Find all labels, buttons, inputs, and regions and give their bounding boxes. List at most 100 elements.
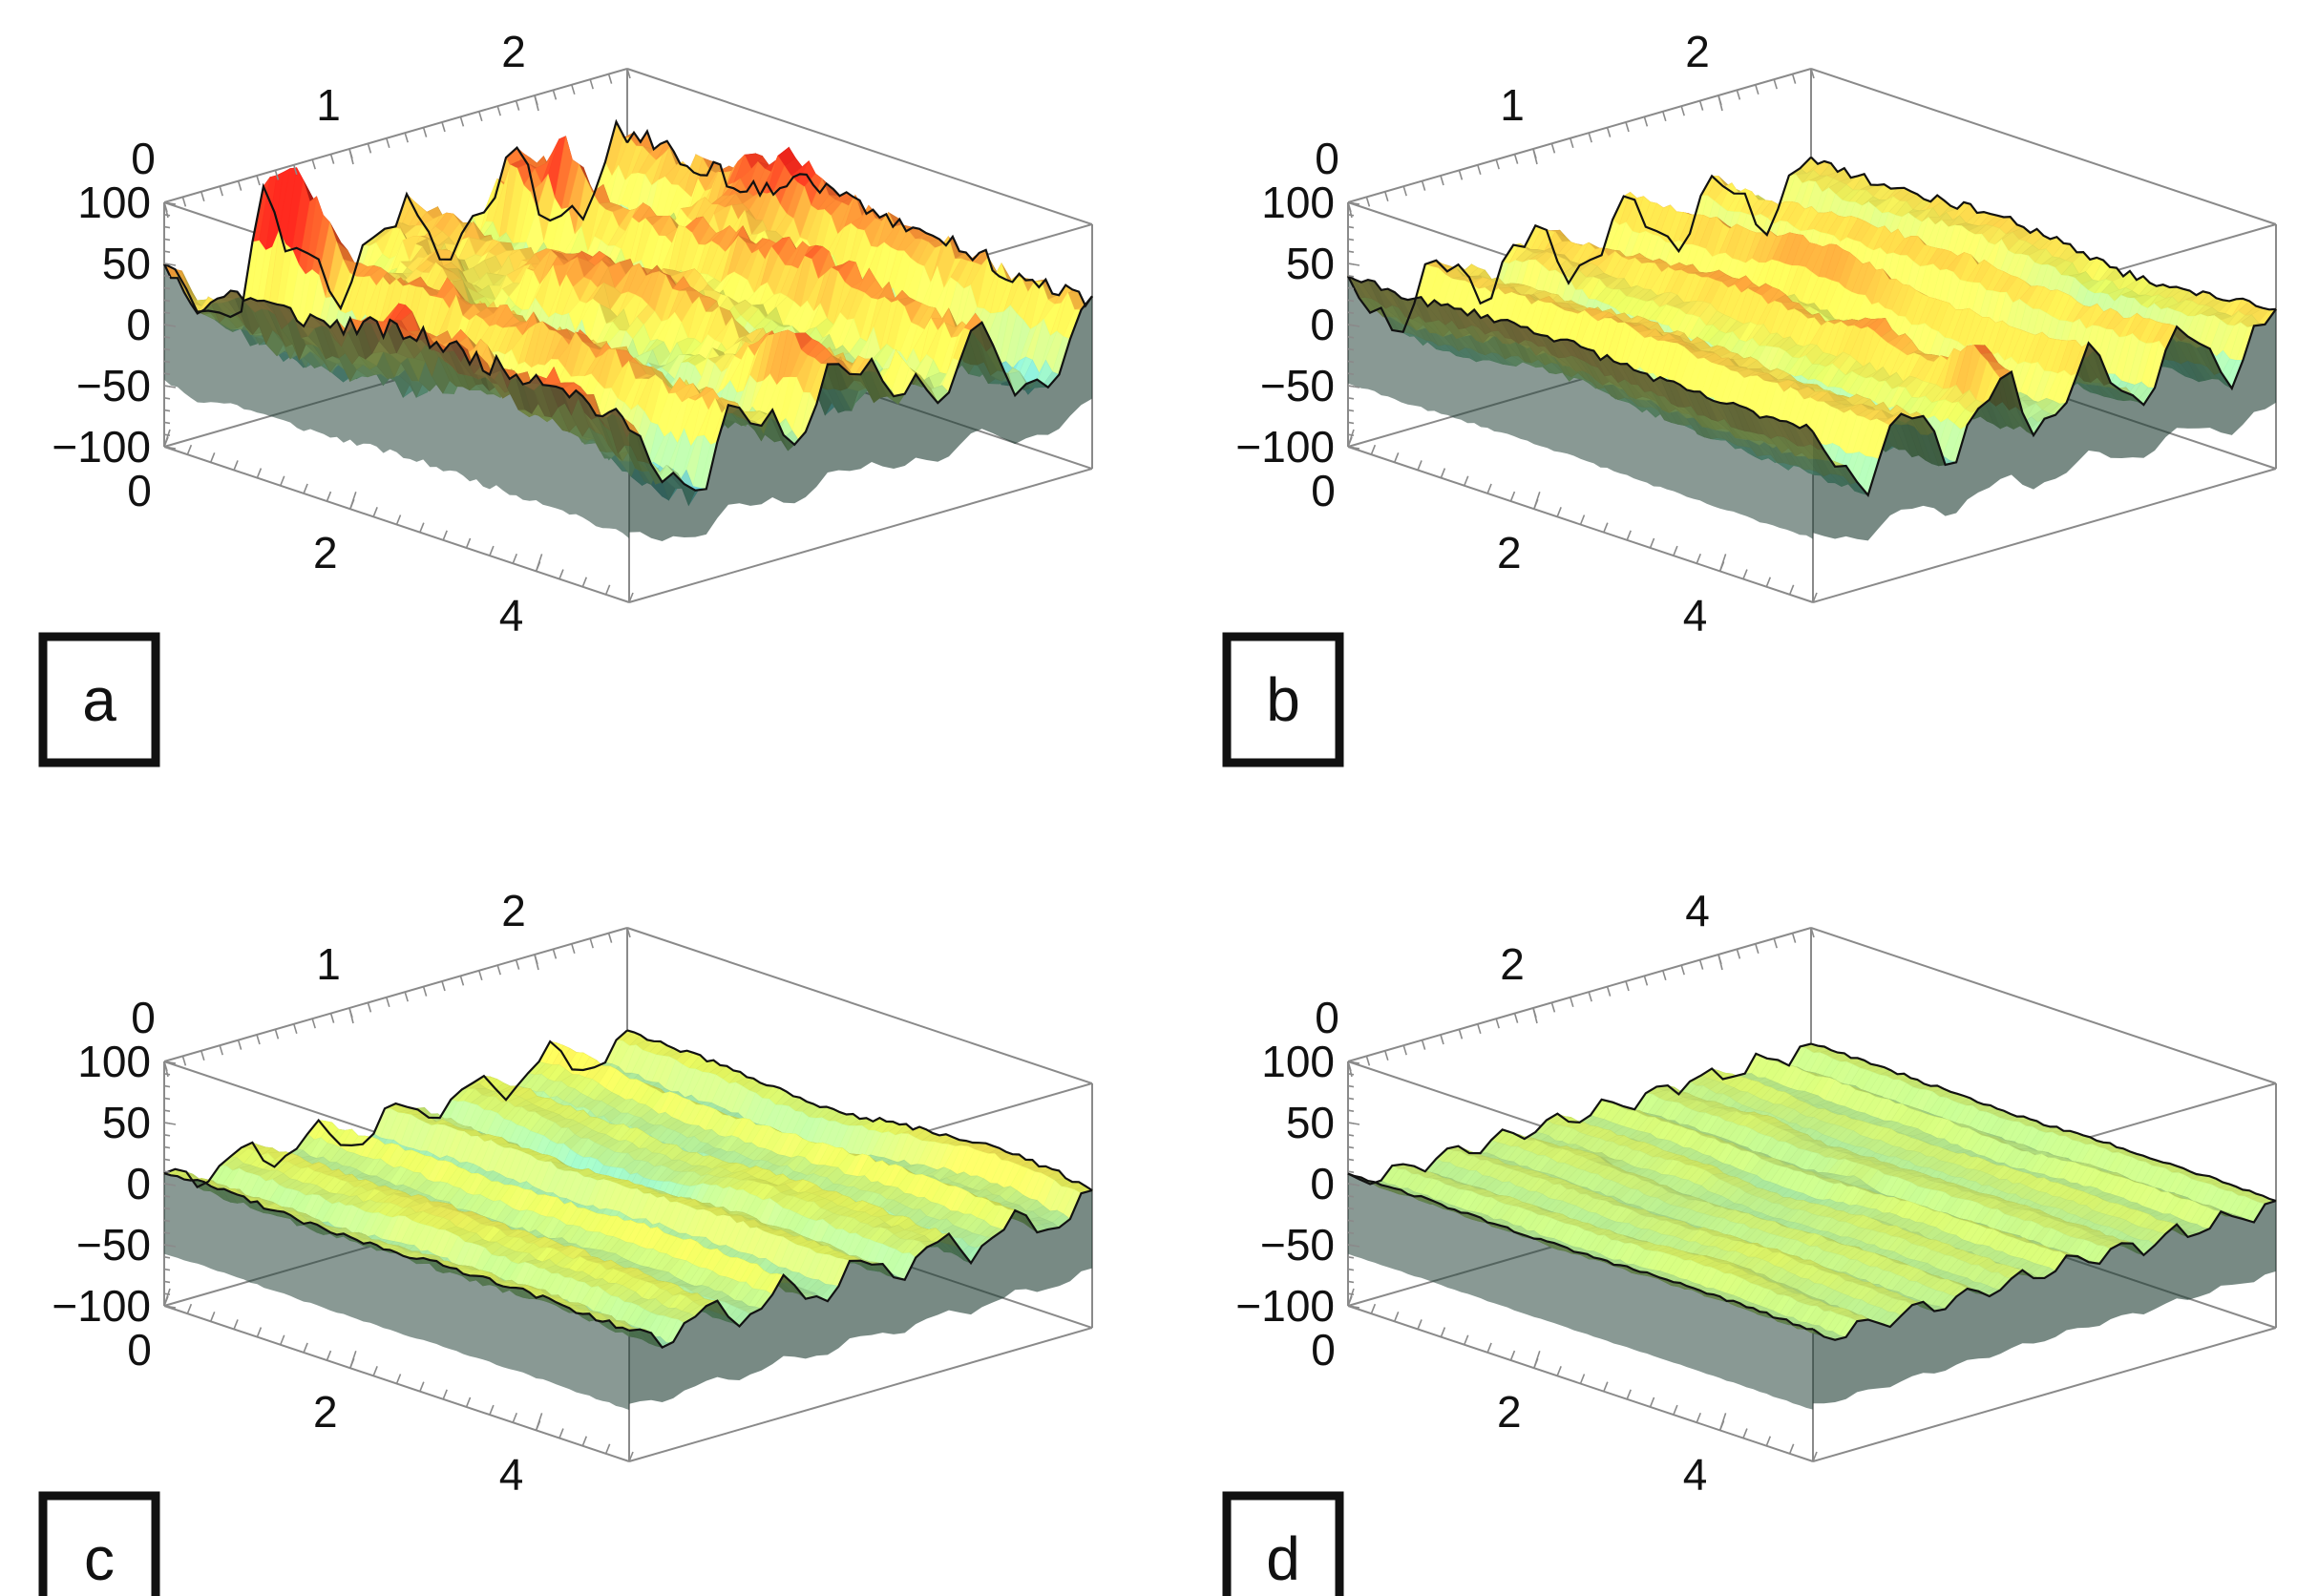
x-tick-label: 4: [1683, 1449, 1708, 1499]
x-tick-label: 0: [127, 466, 152, 515]
surface-edge-left: [1347, 1042, 1812, 1186]
x-tick-label: 0: [1311, 1325, 1336, 1375]
y-tick-label: 2: [501, 886, 526, 935]
panel-label-box: [38, 1491, 160, 1596]
y-tick-label: 2: [501, 27, 526, 76]
z-tick-label: 100: [77, 1037, 151, 1086]
box-edge-top-back: [1347, 68, 1812, 203]
surface-edge-front: [163, 263, 630, 430]
z-tick-label: 50: [1286, 1098, 1335, 1147]
panel-label: c: [84, 1524, 115, 1593]
panel-label-box: [38, 632, 160, 767]
surface-skirt-right: [629, 1190, 1092, 1404]
z-tick-label: −100: [1235, 1281, 1335, 1331]
surface-edge-right: [1812, 308, 2277, 497]
surface-skirt-right: [629, 296, 1092, 541]
z-tick-label: −50: [1260, 361, 1335, 410]
y-tick-label: 2: [1685, 27, 1710, 76]
x-tick-label: 4: [499, 590, 524, 640]
surface-edge-back: [626, 129, 1093, 308]
surface-edge-right: [628, 295, 1093, 492]
y-tick-label: 0: [131, 993, 156, 1042]
x-tick-label: 2: [1497, 528, 1522, 578]
surface-edge-back: [1810, 1042, 2277, 1203]
panel-label-box: [1222, 1491, 1344, 1596]
surface-edge-left: [1347, 156, 1812, 334]
y-tick-label: 4: [1685, 886, 1710, 935]
surface: [163, 1029, 1093, 1411]
surface-edge-front: [1347, 1172, 1814, 1331]
x-tick-label: 2: [313, 1387, 338, 1437]
y-tick-label: 0: [1315, 993, 1339, 1042]
surface-skirt-right: [1813, 308, 2276, 541]
panel-label: a: [82, 665, 116, 734]
surface-edge-right: [1812, 1199, 2277, 1341]
z-tick-label: 50: [102, 239, 151, 288]
y-tick-label: 0: [1315, 134, 1339, 183]
x-tick-label: 4: [1683, 590, 1708, 640]
z-tick-label: −100: [52, 422, 151, 472]
surface: [163, 118, 1093, 541]
box-edge-top-right: [1810, 68, 2277, 225]
z-tick-label: −50: [76, 361, 151, 410]
y-tick-label: 1: [316, 80, 341, 130]
surface-skirt-front: [164, 263, 629, 538]
surface-edge-back: [626, 1029, 1093, 1191]
box-edge-bottom-front-right: [1812, 468, 2277, 603]
z-tick-label: 0: [126, 300, 151, 349]
surface-skirt-front: [1348, 1173, 1813, 1410]
x-tick-label: 0: [127, 1325, 152, 1375]
x-tick-label: 2: [313, 528, 338, 578]
panel-label: b: [1266, 665, 1300, 734]
box-edge-top-right: [626, 927, 1093, 1084]
panel-label: d: [1266, 1524, 1300, 1593]
surface-edge-left: [163, 118, 628, 319]
surface-edge-front: [163, 1172, 630, 1332]
y-tick-label: 2: [1500, 939, 1525, 989]
z-tick-label: 100: [1261, 178, 1335, 227]
surface-edge-front: [1347, 275, 1814, 433]
x-tick-label: 0: [1311, 466, 1336, 515]
box-edge-top-right: [1810, 927, 2277, 1084]
x-tick-label: 4: [499, 1449, 524, 1499]
y-tick-label: 0: [131, 134, 156, 183]
box-edge-top-back: [163, 68, 628, 203]
surface-edge-right: [628, 1188, 1093, 1349]
z-tick-label: −100: [52, 1281, 151, 1331]
box-edge-bottom-front-right: [628, 1327, 1093, 1462]
z-tick-label: 50: [102, 1098, 151, 1147]
surface-skirt-right: [1813, 1201, 2276, 1404]
z-tick-label: 50: [1286, 239, 1335, 288]
surface-skirt-front: [164, 1173, 629, 1411]
y-tick-label: 1: [1500, 80, 1525, 130]
z-tick-label: 0: [126, 1159, 151, 1208]
surface: [1347, 156, 2277, 541]
z-tick-label: 100: [1261, 1037, 1335, 1086]
z-tick-label: −50: [76, 1220, 151, 1270]
box-edge-top-right: [626, 68, 1093, 225]
box-edge-bottom-front-right: [1812, 1327, 2277, 1462]
x-tick-label: 2: [1497, 1387, 1522, 1437]
surface: [1347, 1042, 2278, 1410]
z-tick-label: 100: [77, 178, 151, 227]
surface-edge-back: [1810, 156, 2277, 311]
surface-skirt-front: [1348, 276, 1813, 539]
box-edge-bottom-front-right: [628, 468, 1093, 603]
z-tick-label: −50: [1260, 1220, 1335, 1270]
panel-label-box: [1222, 632, 1344, 767]
z-tick-label: 0: [1310, 1159, 1335, 1208]
box-edge-top-back: [1347, 927, 1812, 1062]
y-tick-label: 1: [316, 939, 341, 989]
surface-edge-left: [163, 1029, 628, 1188]
z-tick-label: 0: [1310, 300, 1335, 349]
z-tick-label: −100: [1235, 422, 1335, 472]
